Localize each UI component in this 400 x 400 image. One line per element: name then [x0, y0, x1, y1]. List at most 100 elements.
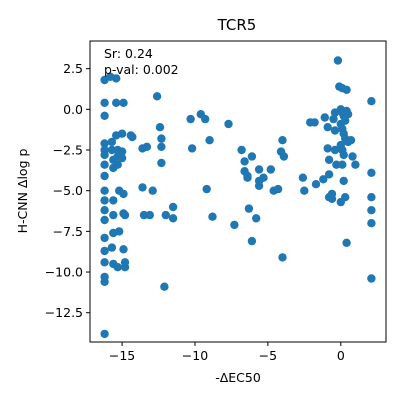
- data-point: [120, 263, 130, 272]
- data-point: [252, 214, 261, 223]
- data-point: [157, 142, 166, 151]
- data-point: [100, 258, 109, 267]
- data-point: [330, 126, 340, 135]
- data-point: [244, 204, 254, 213]
- data-point: [109, 228, 118, 238]
- data-point: [367, 274, 376, 283]
- data-point: [254, 181, 264, 190]
- x-tick-label: −10: [182, 348, 208, 363]
- chart-title: TCR5: [217, 16, 257, 34]
- data-point: [342, 238, 351, 247]
- x-axis-title: -ΔEC50: [215, 370, 261, 385]
- data-point: [117, 129, 127, 138]
- data-point: [300, 186, 309, 195]
- data-point: [100, 196, 109, 205]
- data-point: [323, 123, 332, 132]
- data-point: [273, 184, 283, 194]
- data-point: [100, 139, 109, 148]
- x-axis: −15 −10 −5 0: [109, 342, 345, 363]
- data-point: [332, 160, 341, 169]
- data-point: [113, 263, 122, 272]
- data-point: [367, 219, 376, 228]
- data-point: [367, 193, 376, 202]
- data-point: [339, 176, 348, 186]
- y-tick-label: −2.5: [53, 143, 83, 158]
- data-point: [367, 206, 376, 215]
- data-point: [324, 155, 334, 164]
- data-point: [100, 215, 109, 225]
- data-point: [112, 74, 121, 83]
- data-point: [311, 180, 321, 189]
- data-point: [120, 210, 130, 220]
- data-point: [351, 160, 360, 169]
- data-point: [100, 246, 109, 256]
- data-point: [142, 142, 152, 151]
- data-point: [113, 160, 122, 169]
- data-point: [310, 118, 319, 127]
- data-point: [343, 110, 353, 119]
- data-point: [254, 165, 264, 174]
- data-point: [100, 277, 109, 286]
- data-point: [266, 165, 275, 174]
- annotation-sr: Sr: 0.24: [104, 46, 153, 61]
- data-point: [100, 186, 109, 195]
- data-point: [152, 92, 162, 101]
- data-point: [336, 197, 345, 207]
- data-point: [100, 150, 109, 160]
- data-point: [100, 98, 109, 108]
- data-point: [240, 157, 249, 166]
- data-point: [201, 114, 210, 124]
- y-tick-label: −10.0: [45, 265, 83, 280]
- data-point: [168, 202, 178, 212]
- data-point: [330, 145, 340, 155]
- data-point: [237, 145, 246, 155]
- data-point: [168, 214, 178, 223]
- data-point: [247, 152, 257, 161]
- data-point: [119, 98, 128, 108]
- data-point: [230, 220, 239, 230]
- data-point: [367, 168, 376, 177]
- data-point: [259, 173, 268, 182]
- data-point: [339, 150, 348, 160]
- data-point: [119, 189, 128, 199]
- data-point: [224, 119, 233, 129]
- data-point: [100, 171, 109, 181]
- data-point: [205, 136, 214, 145]
- data-point: [112, 98, 121, 108]
- data-point: [148, 186, 157, 195]
- data-point: [119, 245, 128, 254]
- y-tick-label: 0.0: [63, 102, 83, 117]
- data-point: [298, 173, 308, 182]
- y-tick-label: −7.5: [53, 224, 83, 239]
- data-point: [342, 85, 351, 95]
- data-point: [348, 152, 357, 161]
- y-tick-label: 2.5: [63, 61, 83, 76]
- data-point: [278, 136, 287, 145]
- data-point: [186, 114, 195, 124]
- data-point: [157, 134, 166, 143]
- data-point: [100, 206, 109, 215]
- data-point: [128, 132, 137, 142]
- data-point: [100, 160, 109, 169]
- data-point: [139, 210, 149, 220]
- y-tick-label: −12.5: [45, 305, 83, 320]
- data-point: [117, 153, 127, 163]
- data-point: [117, 147, 127, 156]
- data-point: [109, 210, 118, 220]
- data-point: [278, 253, 287, 262]
- data-point: [100, 233, 109, 243]
- data-point: [367, 97, 376, 106]
- data-point: [145, 210, 154, 220]
- x-tick-label: −5: [259, 348, 277, 363]
- data-point: [323, 144, 332, 153]
- data-point: [338, 160, 347, 169]
- data-point: [324, 170, 334, 179]
- data-point: [247, 236, 257, 246]
- data-point: [187, 144, 197, 153]
- data-point: [320, 113, 329, 122]
- data-point: [107, 137, 117, 147]
- data-point: [329, 114, 338, 124]
- plot-frame: [89, 40, 387, 343]
- data-point: [155, 123, 165, 132]
